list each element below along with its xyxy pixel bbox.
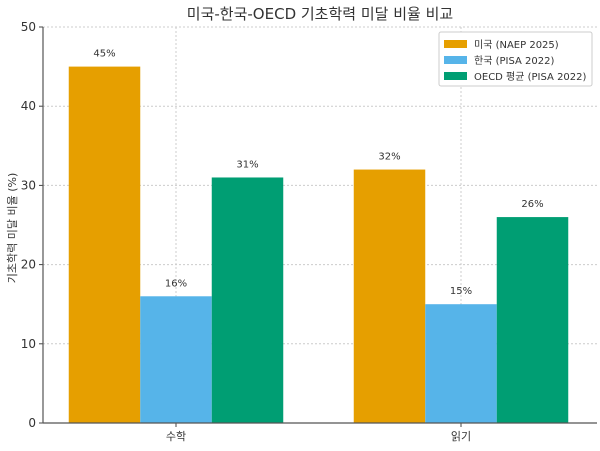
y-tick-label: 40	[21, 99, 36, 113]
bar-value-label: 32%	[378, 152, 400, 163]
axes: 0 10 20 30 40 50 수학 읽기	[21, 20, 597, 443]
y-axis-label: 기초학력 미달 비율 (%)	[6, 173, 19, 283]
bar	[353, 169, 426, 423]
bar-value-label: 16%	[165, 278, 187, 289]
y-tick-label: 20	[21, 258, 36, 272]
bars: 45% 32% 16% 15% 31% 26%	[68, 49, 569, 423]
y-tick-label: 0	[28, 416, 36, 430]
bar-value-label: 26%	[521, 199, 543, 210]
bar	[496, 217, 569, 423]
bar-value-label: 31%	[236, 159, 258, 170]
bar	[140, 296, 212, 423]
legend-label: 미국 (NAEP 2025)	[474, 39, 559, 51]
y-tick-label: 50	[21, 20, 36, 34]
x-tick-label: 읽기	[451, 430, 471, 443]
legend-swatch	[444, 72, 467, 80]
chart-title: 미국-한국-OECD 기초학력 미달 비율 비교	[187, 5, 453, 23]
y-tick-label: 30	[21, 178, 36, 192]
legend-label: OECD 평균 (PISA 2022)	[474, 71, 587, 83]
legend-swatch	[444, 40, 467, 48]
legend: 미국 (NAEP 2025) 한국 (PISA 2022) OECD 평균 (PIS…	[438, 31, 593, 87]
bar-value-label: 15%	[450, 286, 472, 297]
bar	[425, 304, 497, 423]
y-tick-label: 10	[21, 337, 36, 351]
legend-label: 한국 (PISA 2022)	[474, 55, 554, 67]
bar	[211, 177, 284, 423]
legend-box	[438, 31, 593, 87]
legend-swatch	[444, 56, 467, 64]
x-tick-label: 수학	[166, 430, 186, 443]
bar-value-label: 45%	[93, 49, 115, 60]
bar	[68, 66, 141, 423]
